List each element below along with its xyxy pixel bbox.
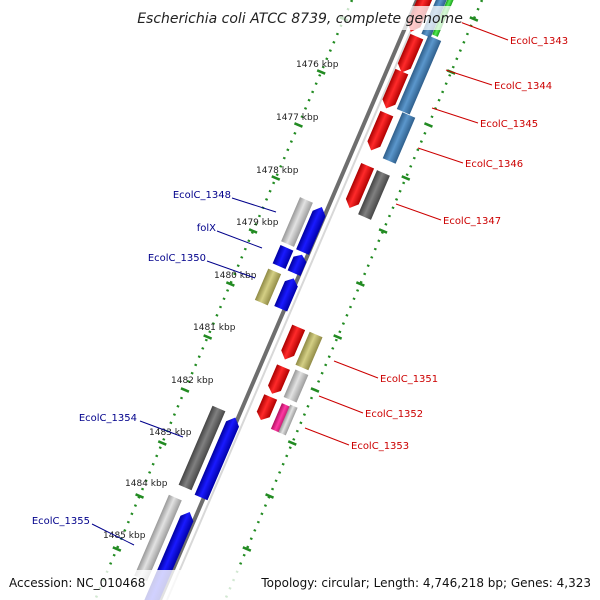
gene-arrow-ecolc-1352-b[interactable] <box>283 369 309 403</box>
kbp-label: 1484 kbp <box>125 479 168 489</box>
gene-label-ecolc-1355[interactable]: EcolC_1355 <box>32 516 90 527</box>
kbp-label: 1477 kbp <box>276 113 319 123</box>
gene-label-ecolc-1345[interactable]: EcolC_1345 <box>480 119 538 130</box>
footer-backing <box>0 570 600 600</box>
kbp-label: 1480 kbp <box>214 271 257 281</box>
title-backing <box>136 6 462 30</box>
leader-lines-right <box>304 21 509 446</box>
tick-mark <box>333 334 343 340</box>
tick-mark <box>316 69 326 75</box>
gene-label-ecolc-1353[interactable]: EcolC_1353 <box>351 441 409 452</box>
gene-label-ecolc-1343[interactable]: EcolC_1343 <box>510 36 568 47</box>
gene-label-ecolc-1354[interactable]: EcolC_1354 <box>79 413 137 424</box>
gene-arrow-ecolc-1351[interactable] <box>278 324 306 363</box>
tick-mark <box>112 546 122 552</box>
map-title: Escherichia coli ATCC 8739, complete gen… <box>137 11 463 27</box>
gene-arrow-ecolc-1346[interactable] <box>382 112 416 164</box>
kbp-label: 1479 kbp <box>236 218 279 228</box>
kbp-tick-labels: 1476 kbp 1477 kbp 1478 kbp 1479 kbp 1480… <box>103 60 339 541</box>
gene-label-ecolc-1346[interactable]: EcolC_1346 <box>465 159 523 170</box>
leader-lines-left <box>91 197 277 546</box>
genome-summary-text: Topology: circular; Length: 4,746,218 bp… <box>260 576 591 590</box>
gene-labels-left: EcolC_1348 folX EcolC_1350 EcolC_1354 Ec… <box>32 190 231 527</box>
gene-label-folx[interactable]: folX <box>197 223 216 234</box>
tick-mark <box>378 228 388 234</box>
kbp-label: 1481 kbp <box>193 323 236 333</box>
gene-arrow-ecolc-1348[interactable] <box>281 197 313 247</box>
tick-mark <box>203 334 213 340</box>
tick-mark <box>265 493 275 499</box>
gene-label-ecolc-1352[interactable]: EcolC_1352 <box>365 409 423 420</box>
gene-arrow-ecolc-1348-b[interactable] <box>296 204 328 255</box>
gene-arrow-ecolc-1353-pink[interactable] <box>270 403 292 433</box>
tick-mark <box>401 175 411 181</box>
gene-arrow-ecolc-1351-b[interactable] <box>295 331 323 371</box>
kbp-label: 1482 kbp <box>171 376 214 386</box>
tick-mark <box>157 440 167 446</box>
kbp-label: 1485 kbp <box>103 531 146 541</box>
gene-label-ecolc-1351[interactable]: EcolC_1351 <box>380 374 438 385</box>
gene-arrow-ecolc-1345[interactable] <box>380 68 409 111</box>
tick-mark <box>355 281 365 287</box>
tick-mark <box>180 387 190 393</box>
gene-arrow-ecolc-1354-b[interactable] <box>194 415 242 501</box>
gene-arrow-ecolc-1352[interactable] <box>266 364 290 396</box>
gene-arrow-ecolc-1350[interactable] <box>254 268 282 306</box>
tick-mark <box>248 228 258 234</box>
kbp-label: 1483 kbp <box>149 428 192 438</box>
accession-text: Accession: NC_010468 <box>9 576 145 590</box>
tick-mark <box>423 122 433 128</box>
kbp-label: 1478 kbp <box>256 166 299 176</box>
gene-labels-right: EcolC_1343 EcolC_1344 EcolC_1345 EcolC_1… <box>351 36 568 452</box>
tick-mark <box>242 546 252 552</box>
gene-label-ecolc-1350[interactable]: EcolC_1350 <box>148 253 206 264</box>
gene-arrow-ecolc-1353[interactable] <box>254 394 278 422</box>
tick-mark <box>135 493 145 499</box>
gene-arrow-ecolc-1344[interactable] <box>395 33 424 75</box>
tick-ring-left <box>93 0 354 600</box>
tick-mark <box>287 440 297 446</box>
tick-mark <box>293 122 303 128</box>
tick-mark <box>271 175 281 181</box>
kbp-label: 1476 kbp <box>296 60 339 70</box>
major-tick-marks <box>112 16 479 552</box>
gene-arrow-ecolc-1345-b[interactable] <box>365 110 394 153</box>
gene-arrow-ecolc-1347-b[interactable] <box>358 170 390 220</box>
gene-arrow-ecolc-1355[interactable] <box>134 494 182 582</box>
gene-arrow-ecolc-1344-b[interactable] <box>396 35 442 115</box>
gene-label-ecolc-1348[interactable]: EcolC_1348 <box>173 190 231 201</box>
tick-ring-right <box>223 0 484 600</box>
gene-arrow-ecolc-1347[interactable] <box>343 163 375 211</box>
gene-arrow-folx[interactable] <box>272 245 294 269</box>
gene-label-ecolc-1347[interactable]: EcolC_1347 <box>443 216 501 227</box>
gene-arrow-folx-b[interactable] <box>287 252 309 276</box>
gene-label-ecolc-1344[interactable]: EcolC_1344 <box>494 81 552 92</box>
gene-arrow-ecolc-1354[interactable] <box>178 405 226 491</box>
gene-arrow-ecolc-1353-b[interactable] <box>278 404 298 436</box>
tick-mark <box>225 281 235 287</box>
gene-arrow-ecolc-1350-b[interactable] <box>274 276 300 312</box>
tick-mark <box>469 16 479 22</box>
tick-mark <box>310 387 320 393</box>
